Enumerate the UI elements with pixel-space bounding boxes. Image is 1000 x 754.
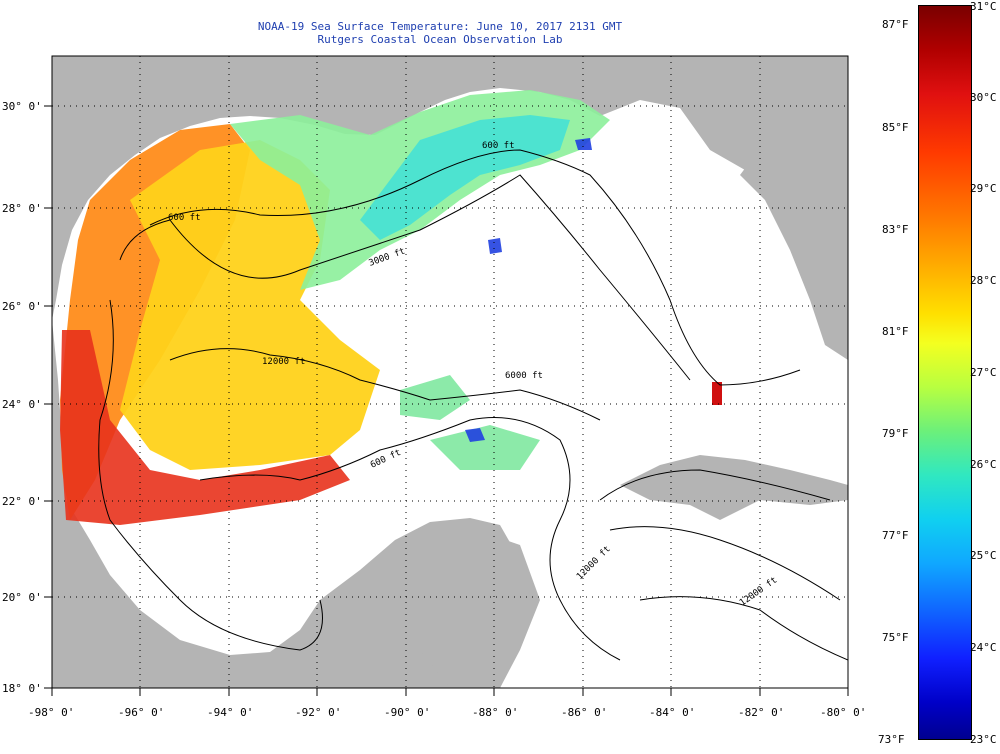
lon-label: -98° 0' (28, 706, 74, 719)
contour-label: 12000 ft (262, 357, 305, 367)
colorbar-label-c: 23°C (970, 733, 997, 746)
lon-label: -80° 0' (820, 706, 866, 719)
colorbar-label-c: 26°C (970, 458, 997, 471)
lon-label: -88° 0' (472, 706, 518, 719)
colorbar-label-f: 87°F (882, 18, 909, 31)
contour-label: 6000 ft (505, 371, 543, 381)
lat-label: 26° 0' (2, 300, 42, 313)
lat-label: 18° 0' (2, 682, 42, 695)
colorbar-label-c: 30°C (970, 91, 997, 104)
sst-east-patch (400, 375, 540, 470)
axis-ticks (44, 105, 849, 696)
lat-label: 24° 0' (2, 398, 42, 411)
colorbar-label-c: 31°C (970, 0, 997, 13)
sst-cooler-region (360, 115, 570, 240)
lat-label: 30° 0' (2, 100, 42, 113)
land-florida (740, 95, 848, 360)
contour-label: 600 ft (482, 141, 515, 151)
lon-label: -96° 0' (118, 706, 164, 719)
colorbar-label-f: 85°F (882, 121, 909, 134)
lat-label: 22° 0' (2, 495, 42, 508)
colorbar-label-c: 24°C (970, 641, 997, 654)
map-title: NOAA-19 Sea Surface Temperature: June 10… (257, 20, 623, 33)
lat-label: 28° 0' (2, 202, 42, 215)
colorbar-label-c: 29°C (970, 182, 997, 195)
depth-contours (98, 149, 848, 661)
colorbar-label-f: 81°F (882, 325, 909, 338)
colorbar-label-f: 73°F (878, 733, 905, 746)
temperature-colorbar (918, 5, 972, 740)
lon-label: -86° 0' (561, 706, 607, 719)
colorbar-label-f: 79°F (882, 427, 909, 440)
lon-label: -92° 0' (295, 706, 341, 719)
contour-label: 600 ft (168, 213, 201, 223)
lon-label: -90° 0' (384, 706, 430, 719)
lon-label: -84° 0' (649, 706, 695, 719)
colorbar-label-c: 25°C (970, 549, 997, 562)
lat-label: 20° 0' (2, 591, 42, 604)
sst-red-spot (712, 382, 722, 405)
lon-label: -82° 0' (738, 706, 784, 719)
map-frame (51, 55, 849, 689)
graticule (52, 56, 848, 688)
colorbar-label-f: 83°F (882, 223, 909, 236)
map-subtitle: Rutgers Coastal Ocean Observation Lab (317, 33, 563, 46)
colorbar-label-c: 28°C (970, 274, 997, 287)
colorbar-label-c: 27°C (970, 366, 997, 379)
colorbar-label-f: 77°F (882, 529, 909, 542)
land-us-coast (52, 56, 848, 340)
colorbar-label-f: 75°F (882, 631, 909, 644)
land-yucatan (380, 528, 540, 688)
lon-label: -94° 0' (207, 706, 253, 719)
